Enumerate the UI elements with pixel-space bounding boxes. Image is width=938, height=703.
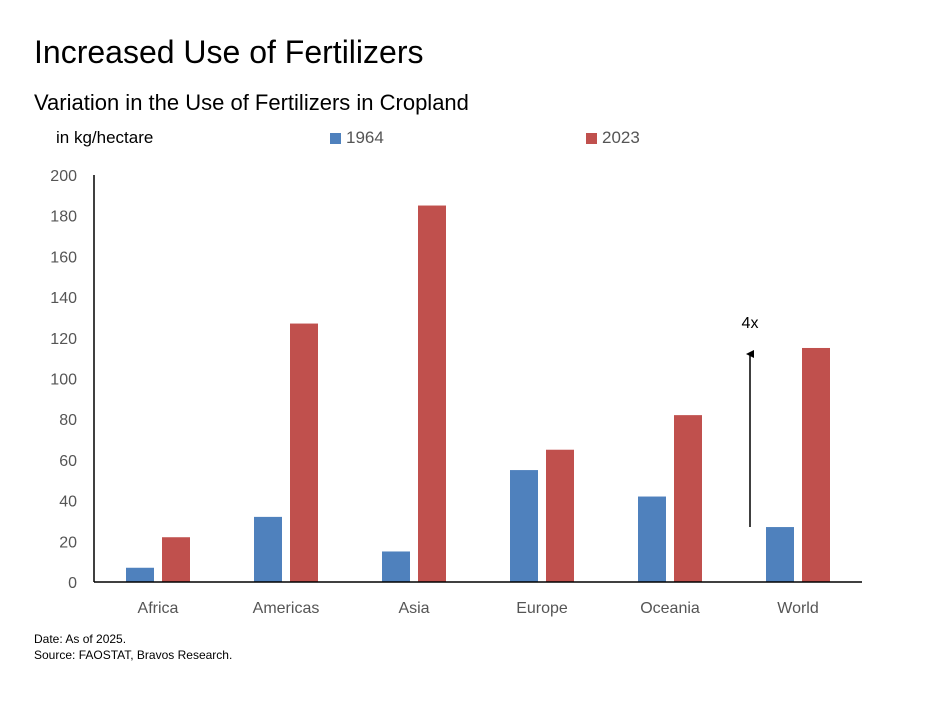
legend-label-2023: 2023 <box>602 128 640 147</box>
legend-item-2023: 2023 <box>586 128 640 148</box>
footnote-date: Date: As of 2025. <box>34 632 127 646</box>
chart-title: Increased Use of Fertilizers <box>34 34 424 70</box>
y-tick-label-200: 200 <box>50 168 77 185</box>
legend-item-1964: 1964 <box>330 128 384 148</box>
x-category-label-world: World <box>777 600 819 617</box>
y-tick-label-20: 20 <box>59 534 77 551</box>
bar-world-2023 <box>802 347 830 582</box>
bar-europe-1964 <box>510 470 538 582</box>
y-tick-label-180: 180 <box>50 209 77 226</box>
bars <box>126 205 830 582</box>
bar-asia-2023 <box>418 205 446 582</box>
y-tick-label-0: 0 <box>68 575 77 592</box>
bar-oceania-2023 <box>674 415 702 582</box>
y-tick-label-100: 100 <box>50 372 77 389</box>
y-axis-unit-label: in kg/hectare <box>56 128 154 147</box>
x-category-label-oceania: Oceania <box>640 600 700 617</box>
category-labels: Africa Americas Asia Europe Oceania World <box>138 600 819 617</box>
y-tick-label-160: 160 <box>50 249 77 266</box>
y-tick-label-120: 120 <box>50 331 77 348</box>
legend-swatch-2023 <box>586 132 597 144</box>
y-tick-label-80: 80 <box>59 412 77 429</box>
bar-oceania-1964 <box>638 496 666 582</box>
annotation-label: 4x <box>742 315 759 332</box>
bar-asia-1964 <box>382 551 410 582</box>
bar-world-1964 <box>766 527 794 582</box>
y-tick-label-140: 140 <box>50 290 77 307</box>
y-tick-label-40: 40 <box>59 494 77 511</box>
bar-africa-2023 <box>162 537 190 582</box>
legend-swatch-1964 <box>330 132 341 144</box>
bar-europe-2023 <box>546 449 574 582</box>
y-tick-label-60: 60 <box>59 453 77 470</box>
bar-americas-1964 <box>254 516 282 582</box>
x-category-label-africa: Africa <box>138 600 179 617</box>
x-category-label-americas: Americas <box>253 600 320 617</box>
x-category-label-asia: Asia <box>398 600 429 617</box>
world-growth-annotation: 4x <box>742 315 759 528</box>
x-category-label-europe: Europe <box>516 600 568 617</box>
bar-americas-2023 <box>290 323 318 582</box>
bar-africa-1964 <box>126 567 154 582</box>
y-axis-ticks: 0 20 40 60 80 100 120 140 160 180 200 <box>50 168 77 592</box>
footnote-source: Source: FAOSTAT, Bravos Research. <box>34 648 233 662</box>
legend-label-1964: 1964 <box>346 128 384 147</box>
chart-subtitle: Variation in the Use of Fertilizers in C… <box>34 90 469 115</box>
